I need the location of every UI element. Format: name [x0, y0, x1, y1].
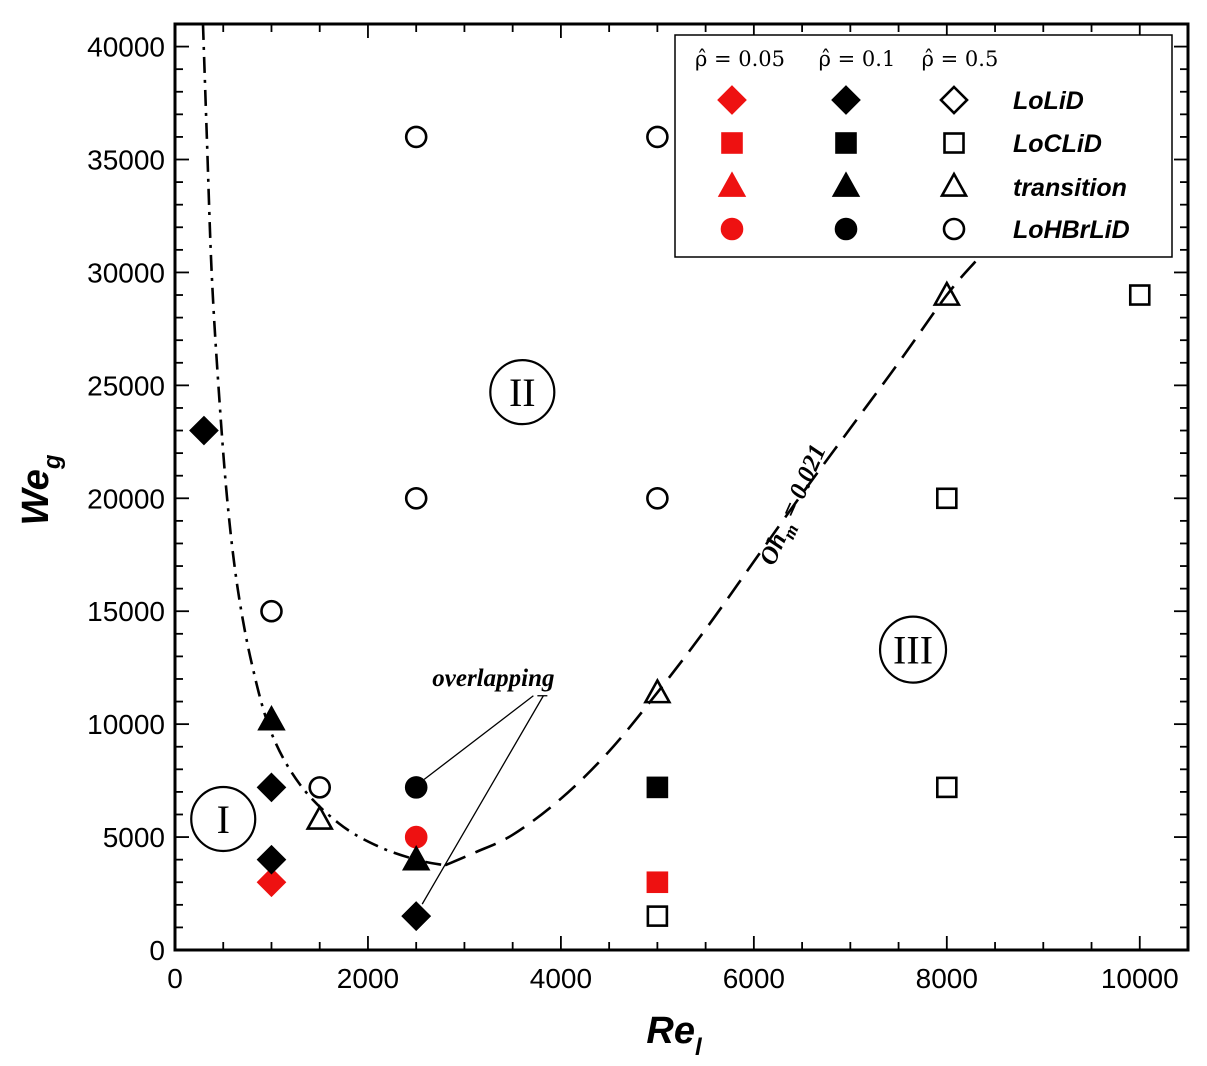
- legend-header-0.05: ρ̂ = 0.05: [695, 47, 785, 71]
- x-axis-title: Rel: [646, 1010, 703, 1061]
- data-point-square: [646, 871, 669, 894]
- data-point-diamond: [189, 415, 219, 446]
- annotations: overlapping: [421, 665, 554, 905]
- legend: ρ̂ = 0.05 ρ̂ = 0.1 ρ̂ = 0.5 LoLiD LoCLiD…: [674, 34, 1173, 258]
- y-axis-title-group: Weg: [15, 454, 66, 525]
- regime-label-text: III: [893, 628, 933, 673]
- boundary-curve-dashdot: [201, 23, 446, 867]
- data-point-circle: [646, 125, 669, 149]
- y-tick-label: 0: [149, 935, 165, 966]
- y-axis-title-main: We: [15, 469, 57, 525]
- plot-frame: [173, 22, 1190, 952]
- data-point-circle: [404, 825, 428, 849]
- overlapping-annotation: overlapping: [432, 665, 554, 692]
- legend-marker-circle: [720, 217, 744, 241]
- regime-label-text: I: [217, 797, 230, 842]
- y-axis-title: Weg: [15, 454, 66, 525]
- data-point-circle: [646, 486, 669, 510]
- legend-marker-circle: [834, 217, 858, 241]
- legend-marker-triangle: [717, 171, 747, 197]
- y-tick-label: 5000: [103, 822, 165, 853]
- legend-label-transition: transition: [1013, 174, 1127, 202]
- axes: 0 2000 4000 6000 8000 10000 0 5000 10000 15000 200…: [87, 22, 1190, 994]
- legend-marker-triangle: [831, 171, 861, 197]
- regime-label-text: II: [509, 370, 536, 415]
- y-tick-label: 30000: [87, 257, 165, 288]
- legend-marker-square: [721, 132, 743, 154]
- legend-header-0.1: ρ̂ = 0.1: [819, 47, 896, 71]
- legend-marker-diamond: [831, 85, 861, 115]
- boundary-curve-dashed: [444, 260, 977, 867]
- data-point-diamond: [256, 844, 287, 875]
- y-tick-label: 25000: [87, 370, 165, 401]
- regime-circle: [878, 615, 948, 684]
- data-points: [189, 125, 1151, 931]
- data-point-circle: [404, 486, 428, 510]
- x-tick-label: 4000: [530, 963, 592, 994]
- legend-headers: ρ̂ = 0.05 ρ̂ = 0.1 ρ̂ = 0.5: [695, 47, 998, 71]
- legend-marker-diamond: [939, 85, 969, 115]
- data-point-square: [1128, 284, 1151, 306]
- data-point-triangle: [257, 704, 286, 731]
- y-tick-label: 20000: [87, 483, 165, 514]
- legend-header-0.5: ρ̂ = 0.5: [922, 47, 999, 71]
- boundary-curves: [201, 23, 977, 867]
- data-point-square: [936, 487, 958, 510]
- legend-marker-diamond: [717, 85, 747, 115]
- data-point-diamond: [256, 867, 287, 898]
- data-point-square: [936, 776, 958, 799]
- legend-label-lolid: LoLiD: [1013, 87, 1084, 115]
- overlap-leader-line: [421, 695, 544, 905]
- data-point-triangle: [401, 844, 431, 871]
- x-tick-label: 6000: [723, 963, 785, 994]
- y-tick-label: 10000: [87, 709, 165, 740]
- data-point-circle: [404, 125, 428, 149]
- overlap-leader-line: [423, 695, 534, 780]
- y-tick-label: 15000: [87, 596, 165, 627]
- data-point-square: [646, 905, 669, 927]
- legend-markers: [717, 85, 969, 241]
- x-tick-label: 8000: [916, 963, 978, 994]
- data-point-triangle: [305, 804, 334, 830]
- legend-marker-triangle: [939, 171, 969, 197]
- regime-circle: [489, 359, 556, 426]
- x-axis-title-sub: l: [695, 1034, 703, 1061]
- x-tick-label: 10000: [1101, 963, 1179, 994]
- legend-label-lohbrlid: LoHBrLiD: [1013, 216, 1130, 244]
- data-point-diamond: [256, 772, 287, 803]
- data-point-square: [646, 776, 669, 799]
- x-tick-label: 0: [167, 963, 183, 994]
- legend-marker-square: [943, 132, 965, 154]
- legend-marker-square: [835, 132, 857, 154]
- regime-circle: [190, 785, 257, 853]
- curve-label-text: Ohm = 0.021: [755, 441, 837, 572]
- y-axis-title-sub: g: [39, 454, 66, 470]
- x-axis-title-main: Re: [646, 1010, 695, 1052]
- legend-box: [674, 34, 1173, 258]
- y-tick-label: 40000: [87, 32, 165, 63]
- data-point-circle: [260, 599, 283, 623]
- legend-marker-circle: [942, 217, 966, 241]
- data-point-circle: [404, 776, 428, 799]
- legend-label-loclid: LoCLiD: [1013, 130, 1102, 158]
- curve-label-oh: Ohm = 0.021: [755, 441, 837, 572]
- x-tick-label: 2000: [337, 963, 399, 994]
- data-point-triangle: [643, 677, 672, 704]
- data-point-triangle: [932, 280, 962, 306]
- data-point-circle: [308, 776, 332, 799]
- data-point-diamond: [401, 901, 432, 931]
- y-tick-label: 35000: [87, 145, 165, 176]
- data-point-diamond: [401, 901, 432, 931]
